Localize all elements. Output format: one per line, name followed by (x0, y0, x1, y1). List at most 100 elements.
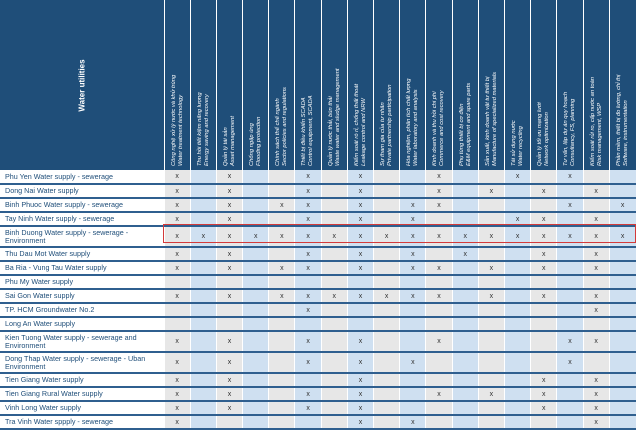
service-mark-cell (320, 212, 348, 227)
service-mark-cell (242, 373, 269, 388)
service-mark-cell (242, 289, 269, 304)
service-mark-cell: x (582, 387, 610, 402)
category-label-en: E&M equipment and spare parts (465, 82, 472, 166)
category-header-13: Sản xuất, kinh doanh vật tư thiết bị Manu… (477, 0, 505, 170)
table-row: Phu My Water supply (0, 275, 636, 290)
service-mark-cell (242, 401, 269, 416)
table-row: Vinh Long Water supply x x x x x x (0, 401, 636, 416)
service-mark-cell: x (215, 212, 243, 227)
service-mark-cell: x (503, 212, 531, 227)
service-mark-cell (477, 247, 505, 262)
service-mark-cell (530, 331, 557, 353)
service-mark-cell (189, 289, 217, 304)
service-mark-cell: x (294, 331, 322, 353)
service-mark-cell (608, 289, 636, 304)
service-mark-cell (608, 401, 636, 416)
service-mark-cell (215, 303, 243, 318)
service-mark-cell (268, 303, 295, 318)
service-mark-cell: x (215, 352, 243, 374)
service-mark-cell: x (346, 184, 374, 199)
service-mark-cell: x (346, 352, 374, 374)
service-mark-cell (373, 415, 400, 430)
service-mark-cell (556, 275, 584, 290)
service-mark-cell (503, 373, 531, 388)
service-mark-cell (530, 317, 557, 332)
service-mark-cell: x (503, 170, 531, 185)
service-mark-cell: x (163, 198, 191, 213)
service-mark-cell (163, 303, 191, 318)
service-mark-cell: x (346, 373, 374, 388)
service-mark-cell: x (294, 212, 322, 227)
service-mark-cell (425, 352, 453, 374)
category-label-vi: Công nghệ xử lý nước và khử trùng (170, 74, 177, 166)
service-mark-cell (320, 170, 348, 185)
table-row: Dong Nai Water supply x x x x x x x x (0, 184, 636, 199)
table-row: Binh Phuoc Water supply - sewerage x x x x x x… (0, 198, 636, 213)
category-label-en: Private partnership participation (387, 84, 394, 166)
service-mark-cell: x (346, 198, 374, 213)
service-mark-cell: x (215, 184, 243, 199)
utility-name: Binh Phuoc Water supply - sewerage (0, 198, 165, 213)
service-mark-cell (556, 261, 584, 276)
service-mark-cell: x (530, 226, 557, 248)
category-label-en: Control equipment, SCADA (308, 95, 315, 166)
service-mark-cell (530, 275, 557, 290)
service-mark-cell: x (477, 289, 505, 304)
category-label-en: Sector policies and regulations (282, 87, 289, 166)
service-mark-cell: x (399, 198, 426, 213)
service-mark-cell (503, 184, 531, 199)
service-mark-cell: x (399, 352, 426, 374)
service-mark-cell (451, 289, 479, 304)
service-mark-cell (425, 303, 453, 318)
category-label-en: Risk management, WSP (596, 102, 603, 166)
service-mark-cell (503, 317, 531, 332)
service-mark-cell: x (346, 415, 374, 430)
service-mark-cell (503, 401, 531, 416)
table-row: Phu Yen Water supply - sewerage x x x x x x x (0, 170, 636, 185)
utility-name: Long An Water supply (0, 317, 165, 332)
service-mark-cell (242, 352, 269, 374)
utility-name: Tien Giang Rural Water supply (0, 387, 165, 402)
utility-name: Tien Giang Water supply (0, 373, 165, 388)
service-mark-cell: x (163, 352, 191, 374)
service-mark-cell (189, 415, 217, 430)
service-mark-cell: x (215, 373, 243, 388)
service-mark-cell: x (215, 387, 243, 402)
service-mark-cell (556, 401, 584, 416)
service-mark-cell (373, 184, 400, 199)
service-mark-cell (556, 317, 584, 332)
service-mark-cell: x (582, 303, 610, 318)
utility-name: Vinh Long Water supply (0, 401, 165, 416)
service-mark-cell: x (425, 261, 453, 276)
service-mark-cell: x (425, 387, 453, 402)
category-label-en: Network optimization (544, 112, 551, 166)
service-mark-cell: x (294, 303, 322, 318)
service-mark-cell: x (582, 373, 610, 388)
service-mark-cell (608, 170, 636, 185)
category-header-15: Quản lý tối ưu mạng lưới Network optimiza… (530, 0, 557, 170)
category-header-3: Quản lý tài sản Asset management (215, 0, 243, 170)
service-mark-cell: x (215, 401, 243, 416)
service-mark-cell (451, 170, 479, 185)
service-mark-cell (608, 373, 636, 388)
category-header-16: Tư vấn, lập dự án quy hoạch Consultancy, … (556, 0, 584, 170)
utility-name: Tra Vinh Water sppply - sewerage (0, 415, 165, 430)
table-row: Ba Ria - Vung Tau Water supply x x x x x x x x x x (0, 261, 636, 276)
service-mark-cell (268, 387, 295, 402)
service-mark-cell (399, 184, 426, 199)
service-mark-cell (530, 415, 557, 430)
utility-name: Thu Dau Mot Water supply (0, 247, 165, 262)
service-mark-cell (346, 275, 374, 290)
service-mark-cell (373, 275, 400, 290)
service-mark-cell: x (399, 212, 426, 227)
service-mark-cell (189, 331, 217, 353)
service-mark-cell (530, 303, 557, 318)
service-mark-cell: x (582, 184, 610, 199)
utility-name: Binh Duong Water supply - sewerage - Env… (0, 226, 165, 248)
service-mark-cell (373, 261, 400, 276)
service-mark-cell: x (294, 289, 322, 304)
table-row: Dong Thap Water supply - sewerage - Uban… (0, 352, 636, 374)
service-mark-cell (346, 317, 374, 332)
utility-name: TP. HCM Groundwater No.2 (0, 303, 165, 318)
service-mark-cell: x (215, 226, 243, 248)
